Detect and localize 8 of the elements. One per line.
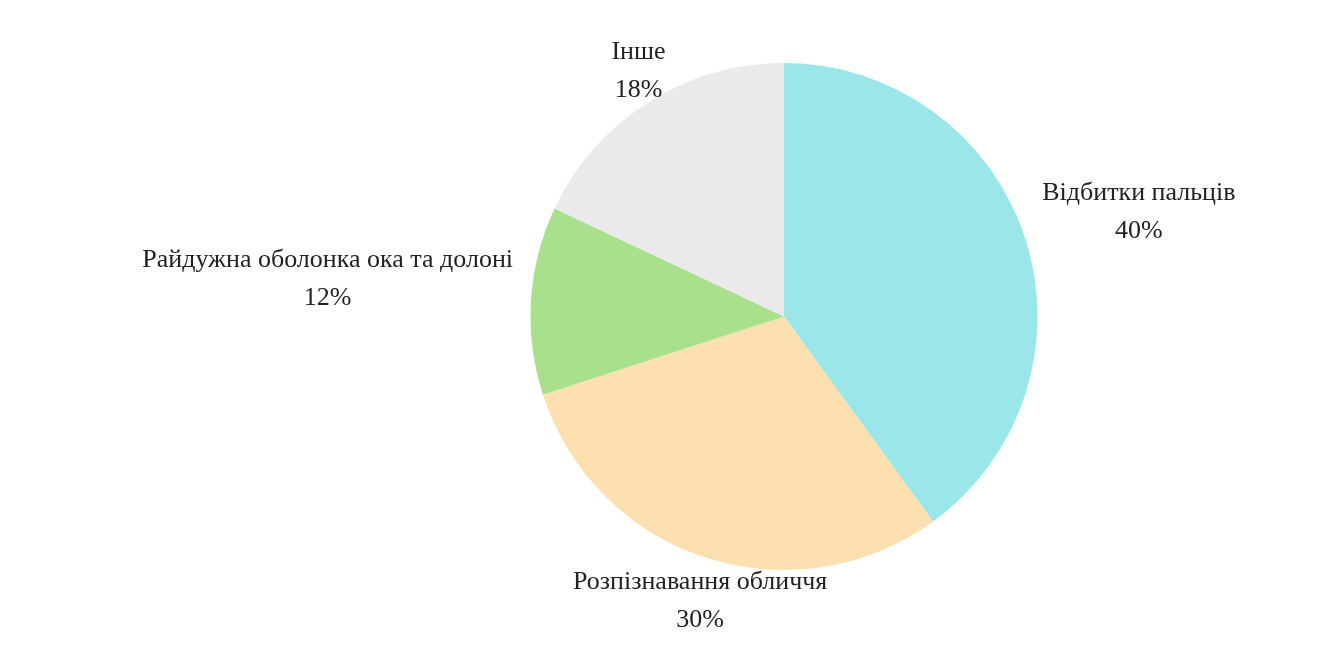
data-label: 12% [303, 282, 352, 312]
data-label: 30% [676, 603, 724, 633]
slice-label: Інше [611, 36, 666, 66]
slice-label: Райдужна оболонка ока та долоні [142, 244, 514, 274]
slice-label: Розпізнавання обличчя [572, 565, 828, 595]
data-label: 18% [614, 74, 663, 104]
data-label: 40% [1115, 215, 1163, 245]
slice-label: Відбитки пальців [1042, 177, 1236, 207]
